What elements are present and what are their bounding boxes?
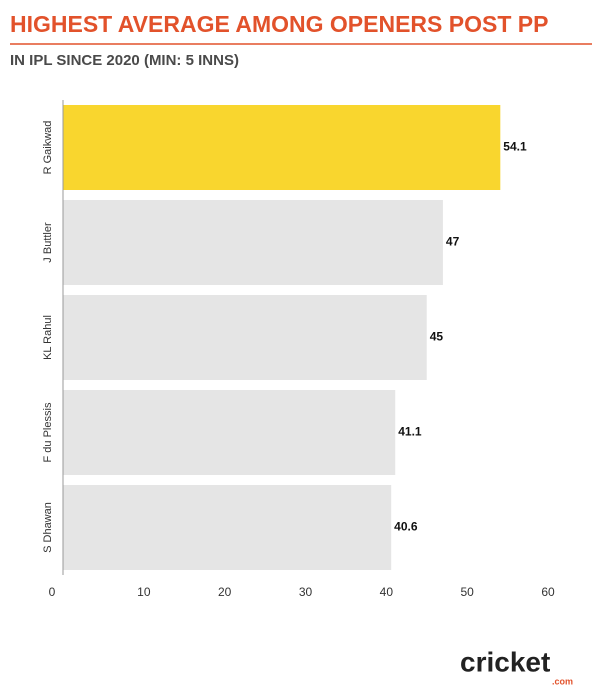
x-tick-label: 0 xyxy=(49,585,56,599)
logo-suffix: .com xyxy=(552,676,573,686)
x-tick-label: 30 xyxy=(299,585,313,599)
y-tick-label: KL Rahul xyxy=(42,315,54,360)
x-tick-label: 40 xyxy=(380,585,394,599)
x-tick-label: 60 xyxy=(541,585,555,599)
value-label: 40.6 xyxy=(394,520,418,534)
y-tick-label: S Dhawan xyxy=(42,502,54,553)
bar xyxy=(63,485,392,570)
chart-title: HIGHEST AVERAGE AMONG OPENERS POST PP xyxy=(10,11,548,37)
x-tick-label: 20 xyxy=(218,585,232,599)
y-tick-label: R Gaikwad xyxy=(42,121,54,175)
bar xyxy=(63,105,501,190)
value-label: 41.1 xyxy=(398,425,422,439)
y-tick-label: F du Plessis xyxy=(42,402,54,462)
logo: cricket xyxy=(460,646,550,677)
chart-subtitle: IN IPL SINCE 2020 (MIN: 5 INNS) xyxy=(10,52,239,69)
bar xyxy=(63,200,443,285)
value-label: 45 xyxy=(430,330,444,344)
y-tick-label: J Buttler xyxy=(42,222,54,263)
bar xyxy=(63,390,396,475)
value-label: 54.1 xyxy=(503,140,527,154)
x-tick-label: 10 xyxy=(137,585,151,599)
bar xyxy=(63,295,427,380)
x-tick-label: 50 xyxy=(460,585,474,599)
value-label: 47 xyxy=(446,235,460,249)
